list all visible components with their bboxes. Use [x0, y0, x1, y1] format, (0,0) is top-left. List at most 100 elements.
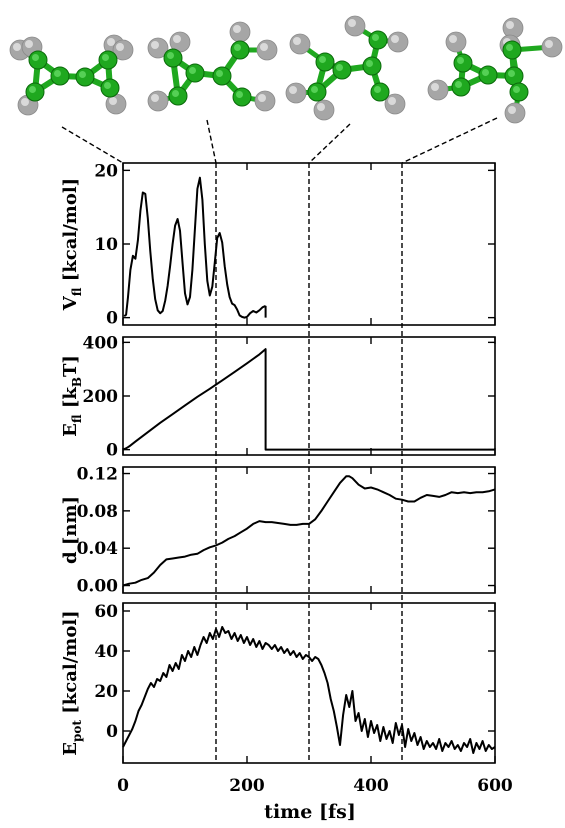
- panel-frame: [122, 466, 496, 594]
- carbon-atom: [362, 56, 382, 76]
- x-tick-label: 400: [353, 776, 389, 796]
- atom-highlight: [348, 19, 356, 27]
- atom-highlight: [545, 40, 553, 48]
- carbon-atom: [332, 60, 352, 80]
- hydrogen-atom: [313, 99, 335, 121]
- atom-highlight: [508, 70, 515, 77]
- hydrogen-atom: [147, 90, 169, 112]
- structure-connector: [401, 117, 498, 164]
- atom-highlight: [151, 94, 159, 102]
- atom-highlight: [258, 94, 266, 102]
- atom-highlight: [54, 70, 61, 77]
- data-line: [123, 176, 267, 319]
- x-tick-label: 200: [229, 776, 265, 796]
- atom-highlight: [449, 35, 457, 43]
- carbon-atom: [307, 82, 327, 102]
- hydrogen-atom: [427, 79, 449, 101]
- atom-highlight: [13, 43, 21, 51]
- vfl-panel: 0 10 20 Vfl [kcal/mol]: [60, 161, 496, 329]
- panel-frame: [122, 602, 496, 764]
- atom-highlight: [167, 52, 174, 59]
- atom-highlight: [336, 64, 343, 71]
- atom-highlight: [506, 44, 513, 51]
- connector-lines: [61, 117, 498, 763]
- atom-highlight: [319, 56, 326, 63]
- structure-1: [9, 34, 134, 116]
- atom-highlight: [431, 83, 439, 91]
- atom-highlight: [79, 71, 86, 78]
- carbon-atom: [25, 82, 45, 102]
- carbon-atom: [368, 30, 388, 50]
- y-axis-label: Efl [kBT]: [60, 355, 84, 437]
- atom-highlight: [172, 90, 179, 97]
- structure-3: [285, 15, 409, 121]
- carbon-atom: [98, 50, 118, 70]
- carbon-atom: [453, 53, 473, 73]
- data-line: [122, 626, 496, 754]
- carbon-atom: [502, 40, 522, 60]
- atom-highlight: [457, 57, 464, 64]
- molecule-structures: [9, 15, 563, 124]
- x-axis-label: time [fs]: [264, 801, 356, 823]
- epot-panel: 0 20 40 60 Epot [kcal/mol]: [60, 602, 496, 764]
- structure-connector: [61, 126, 124, 164]
- x-tick-label: 0: [117, 776, 129, 796]
- y-tick-label: 40: [94, 642, 118, 662]
- x-axis: 0 200 400 600: [117, 776, 513, 796]
- atom-highlight: [388, 97, 396, 105]
- carbon-atom: [451, 77, 471, 97]
- x-tick-label: 600: [477, 776, 513, 796]
- y-tick-label: 20: [94, 161, 118, 181]
- atom-highlight: [151, 41, 159, 49]
- atom-highlight: [455, 81, 462, 88]
- atom-highlight: [29, 86, 36, 93]
- atom-highlight: [173, 35, 181, 43]
- atom-highlight: [391, 35, 399, 43]
- hydrogen-atom: [289, 33, 311, 55]
- atom-highlight: [116, 43, 124, 51]
- hydrogen-atom: [229, 21, 251, 43]
- atom-highlight: [109, 97, 117, 105]
- atom-highlight: [32, 54, 39, 61]
- carbon-atom: [370, 82, 390, 102]
- carbon-atom: [504, 66, 524, 86]
- carbon-atom: [232, 87, 252, 107]
- hydrogen-atom: [285, 82, 307, 104]
- carbon-atom: [185, 63, 205, 83]
- y-tick-label: 0.08: [77, 502, 118, 522]
- atom-highlight: [104, 82, 111, 89]
- structure-2: [147, 21, 278, 112]
- hydrogen-atom: [254, 90, 276, 112]
- hydrogen-atom: [502, 17, 524, 39]
- atom-highlight: [260, 43, 268, 51]
- carbon-atom: [212, 66, 232, 86]
- carbon-atom: [509, 82, 529, 102]
- y-axis-label: d [nm]: [60, 496, 81, 564]
- hydrogen-atom: [445, 31, 467, 53]
- carbon-atom: [163, 48, 183, 68]
- hydrogen-atom: [387, 31, 409, 53]
- atom-highlight: [482, 69, 489, 76]
- atom-highlight: [234, 44, 241, 51]
- y-tick-label: 0: [106, 309, 118, 329]
- atom-highlight: [216, 70, 223, 77]
- atom-highlight: [366, 60, 373, 67]
- structure-connector: [206, 119, 217, 164]
- y-tick-label: 0: [106, 722, 118, 742]
- atom-highlight: [233, 25, 241, 33]
- atom-highlight: [508, 106, 516, 114]
- y-tick-label: 0.04: [77, 539, 119, 559]
- atom-highlight: [102, 54, 109, 61]
- atom-highlight: [513, 86, 520, 93]
- atom-highlight: [506, 21, 514, 29]
- atom-highlight: [289, 86, 297, 94]
- carbon-atom: [100, 78, 120, 98]
- atom-highlight: [236, 91, 243, 98]
- atom-highlight: [25, 40, 33, 48]
- y-tick-label: 0: [106, 441, 118, 461]
- atom-highlight: [374, 86, 381, 93]
- structure-4: [427, 17, 563, 124]
- atom-highlight: [21, 98, 29, 106]
